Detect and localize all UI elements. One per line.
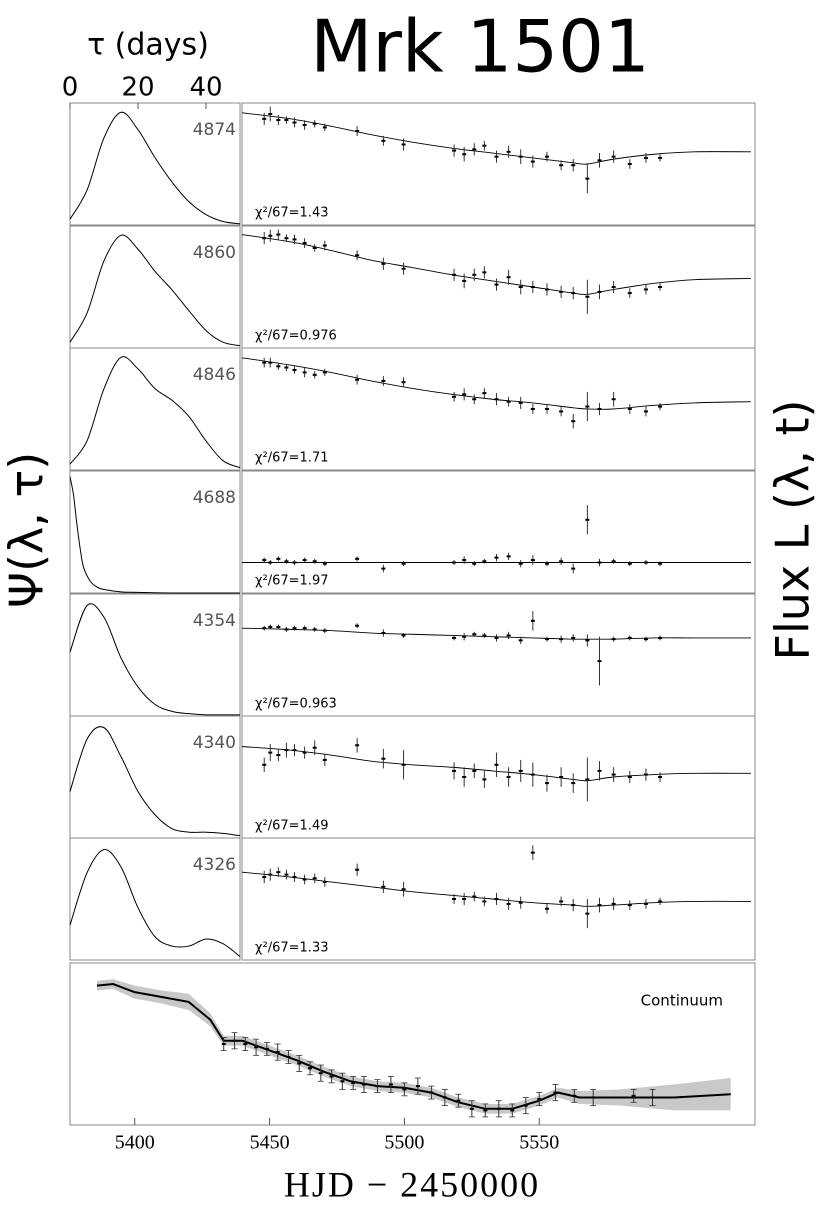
model-curve (241, 871, 751, 907)
transfer-function (69, 234, 241, 347)
x-tick-label: 5550 (519, 1132, 559, 1154)
wavelength-label: 4326 (193, 855, 236, 875)
model-curve (241, 112, 751, 165)
model-curve (241, 627, 751, 640)
chi-square-label: χ²/67=1.49 (255, 819, 328, 834)
wavelength-label: 4846 (193, 365, 236, 385)
x-axis-title: HJD − 2450000 (284, 1164, 540, 1204)
panel-frame (241, 837, 756, 961)
panel-frame (241, 347, 756, 471)
panel-frame (69, 962, 756, 1126)
x-tick-label: 0 (62, 73, 79, 103)
tau-axis-title: τ (days) (87, 28, 209, 63)
wavelength-label: 4354 (193, 611, 236, 631)
left-axis-title: Ψ(λ, τ) (0, 452, 54, 608)
wavelength-label: 4860 (193, 243, 236, 263)
panel-frame (241, 470, 756, 594)
chi-square-label: χ²/67=1.97 (255, 574, 328, 589)
model-uncertainty-band (96, 979, 731, 1114)
transfer-function (69, 726, 241, 837)
transfer-function (69, 603, 240, 716)
x-tick-label: 20 (121, 73, 154, 103)
chi-square-label: χ²/67=1.43 (255, 206, 328, 221)
panel-frame (69, 347, 241, 471)
chi-square-label: χ²/67=0.976 (255, 329, 337, 344)
chi-square-label: χ²/67=1.71 (255, 451, 328, 466)
wavelength-label: 4340 (193, 733, 236, 753)
transfer-function (69, 476, 240, 594)
x-tick-label: 40 (189, 73, 222, 103)
transfer-function (69, 849, 241, 957)
x-tick-label: 5500 (384, 1132, 424, 1154)
continuum-label: Continuum (641, 992, 723, 1010)
wavelength-label: 4688 (193, 488, 236, 508)
panel-frame (241, 102, 756, 226)
wavelength-label: 4874 (193, 120, 236, 140)
panel-frame (69, 837, 241, 961)
chi-square-label: χ²/67=0.963 (255, 697, 337, 712)
x-tick-label: 5400 (115, 1132, 155, 1154)
x-tick-label: 5450 (250, 1132, 290, 1154)
right-axis-title: Flux L (λ, t) (766, 400, 820, 661)
panel-frame (69, 102, 241, 226)
figure-title: Mrk 1501 (310, 5, 650, 89)
transfer-function (69, 356, 241, 469)
model-curve (241, 234, 751, 296)
model-curve (241, 357, 751, 410)
model-curve (241, 746, 751, 782)
chi-square-label: χ²/67=1.33 (255, 941, 328, 956)
transfer-function (69, 111, 241, 225)
